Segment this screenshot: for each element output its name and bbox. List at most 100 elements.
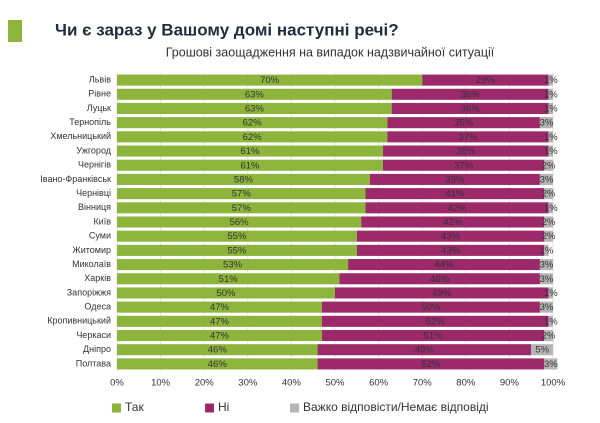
bar-segment <box>544 329 553 342</box>
value-label: 3% <box>540 274 554 285</box>
bar-segment <box>544 244 549 256</box>
value-label: 37% <box>454 160 474 171</box>
bar-segment <box>391 88 549 100</box>
x-tick-label: 30% <box>238 378 258 389</box>
y-tick-label: Львів <box>89 74 111 84</box>
value-label: 2% <box>542 331 556 342</box>
bar-segment <box>117 145 383 157</box>
bar-segment <box>365 202 549 214</box>
x-tick-label: 40% <box>282 378 302 389</box>
value-label: 1% <box>544 146 558 157</box>
value-label: 46% <box>208 359 228 370</box>
value-label: 55% <box>227 231 247 242</box>
y-tick-label: Кропивницький <box>47 316 111 326</box>
bar-segment <box>387 131 549 143</box>
value-label: 49% <box>432 288 452 299</box>
bar-segment <box>544 216 553 228</box>
bar-segment <box>422 74 549 86</box>
bar-segment <box>117 329 322 342</box>
x-tick-label: 90% <box>500 378 520 389</box>
bar-segment <box>117 259 349 271</box>
value-label: 46% <box>430 274 450 285</box>
bar-segment <box>544 188 553 200</box>
value-label: 35% <box>454 118 474 129</box>
value-label: 52% <box>426 316 446 327</box>
value-label: 57% <box>232 203 252 214</box>
bar-segment <box>387 117 540 129</box>
value-label: 51% <box>219 274 239 285</box>
value-label: 41% <box>445 189 465 200</box>
x-tick-label: 70% <box>413 378 433 389</box>
bar-segment <box>548 202 553 214</box>
y-tick-label: Миколаїв <box>72 259 111 269</box>
value-label: 37% <box>458 132 478 143</box>
value-label: 36% <box>461 89 481 100</box>
bar-segment <box>356 244 545 256</box>
bar-segment <box>339 273 540 285</box>
bar-segment <box>117 287 335 299</box>
value-label: 47% <box>210 316 230 327</box>
bar-segment <box>117 230 357 242</box>
value-label: 1% <box>544 103 558 114</box>
bar-segment <box>548 287 553 299</box>
legend-label: Так <box>125 400 144 414</box>
x-tick-label: 80% <box>456 378 476 389</box>
bar-segment <box>117 188 366 200</box>
value-label: 46% <box>208 345 228 356</box>
bar-segment <box>369 173 540 185</box>
bar-segment <box>382 145 549 157</box>
value-label: 1% <box>544 89 558 100</box>
y-tick-label: Черкаси <box>76 330 111 340</box>
value-label: 63% <box>245 103 265 114</box>
bar-segment <box>348 259 540 271</box>
value-label: 38% <box>456 146 476 157</box>
bar-segment <box>548 131 553 143</box>
x-tick-label: 50% <box>325 378 345 389</box>
value-label: 42% <box>443 217 463 228</box>
bar-segment <box>117 301 322 313</box>
value-label: 58% <box>234 174 254 185</box>
y-tick-label: Одеса <box>84 302 111 312</box>
legend-label: Важко відповісти/Немає відповіді <box>303 400 489 414</box>
y-tick-label: Житомир <box>72 245 111 255</box>
value-label: 42% <box>448 203 468 214</box>
value-label: 1% <box>544 75 558 86</box>
value-label: 53% <box>223 260 243 271</box>
value-label: 49% <box>415 345 435 356</box>
bar-segment <box>117 244 357 256</box>
bar-segment <box>117 131 388 143</box>
legend-swatch <box>290 403 299 413</box>
value-label: 51% <box>424 331 444 342</box>
value-label: 29% <box>476 75 496 86</box>
bar-segment <box>335 287 549 299</box>
bar-segment <box>117 102 392 115</box>
value-label: 52% <box>421 359 441 370</box>
y-tick-label: Івано-Франківськ <box>40 174 111 184</box>
value-label: 62% <box>243 118 263 129</box>
value-label: 43% <box>441 245 461 256</box>
value-label: 47% <box>210 302 230 313</box>
value-label: 50% <box>421 302 441 313</box>
value-label: 3% <box>540 118 554 129</box>
value-label: 1% <box>540 245 554 256</box>
value-label: 57% <box>232 189 252 200</box>
y-tick-label: Ужгород <box>76 145 111 155</box>
x-tick-label: 100% <box>541 378 566 389</box>
bar-segment <box>382 159 545 171</box>
value-label: 39% <box>445 174 465 185</box>
value-label: 3% <box>540 174 554 185</box>
value-label: 61% <box>240 160 260 171</box>
bar-segment <box>539 117 553 129</box>
y-tick-label: Хмельницький <box>50 131 111 141</box>
y-tick-label: Суми <box>89 231 111 241</box>
value-label: 2% <box>542 231 556 242</box>
value-label: 3% <box>540 302 554 313</box>
y-tick-label: Запоріжжя <box>67 287 111 297</box>
bar-segment <box>365 188 545 200</box>
y-tick-label: Київ <box>93 216 111 226</box>
y-tick-label: Чернівці <box>76 188 111 198</box>
bar-segment <box>117 159 383 171</box>
bar-segment <box>117 173 370 185</box>
value-label: 36% <box>461 103 481 114</box>
